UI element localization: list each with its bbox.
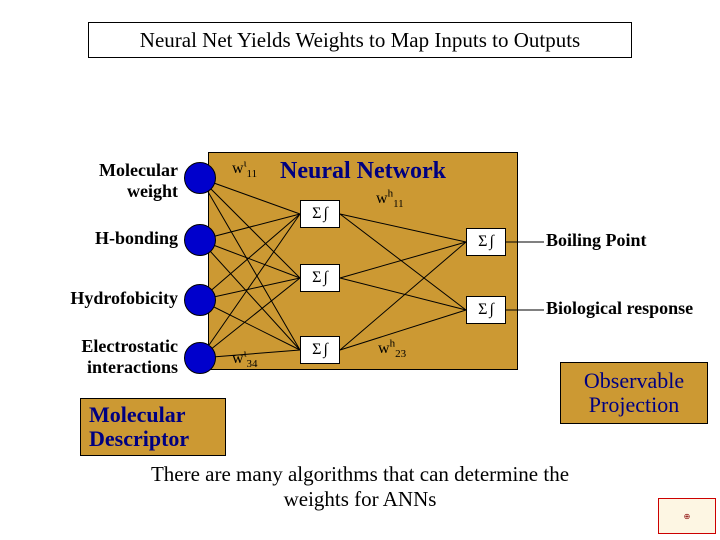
input-label-0: Molecular weight: [68, 160, 178, 202]
input-label-3: Electrostatic interactions: [56, 336, 178, 378]
weight-label-2: wh11: [376, 190, 404, 208]
weight-label-0: wι11: [232, 160, 257, 178]
molecular-descriptor-box: Molecular Descriptor: [80, 398, 226, 456]
output-label-0: Boiling Point: [546, 230, 647, 251]
obs-line2: Projection: [589, 393, 679, 417]
input-node-3: [184, 342, 216, 374]
neural-network-title: Neural Network: [280, 158, 446, 185]
corner-logo: ⊕: [658, 498, 716, 534]
hidden-node-1: Σ∫: [300, 264, 340, 292]
hidden-node-2: Σ∫: [300, 336, 340, 364]
observable-projection-box: Observable Projection: [560, 362, 708, 424]
output-label-1: Biological response: [546, 298, 693, 319]
bottom-text: There are many algorithms that can deter…: [150, 462, 570, 512]
output-node-0: Σ∫: [466, 228, 506, 256]
md-line1: Molecular: [89, 403, 186, 427]
title-text: Neural Net Yields Weights to Map Inputs …: [140, 28, 580, 53]
weight-label-3: wh23: [378, 340, 406, 358]
input-node-0: [184, 162, 216, 194]
md-line2: Descriptor: [89, 427, 189, 451]
output-node-1: Σ∫: [466, 296, 506, 324]
hidden-node-0: Σ∫: [300, 200, 340, 228]
title-box: Neural Net Yields Weights to Map Inputs …: [88, 22, 632, 58]
input-node-2: [184, 284, 216, 316]
weight-label-1: wι34: [232, 350, 258, 368]
obs-line1: Observable: [584, 369, 684, 393]
input-node-1: [184, 224, 216, 256]
input-label-1: H-bonding: [68, 228, 178, 249]
input-label-2: Hydrofobicity: [48, 288, 178, 309]
